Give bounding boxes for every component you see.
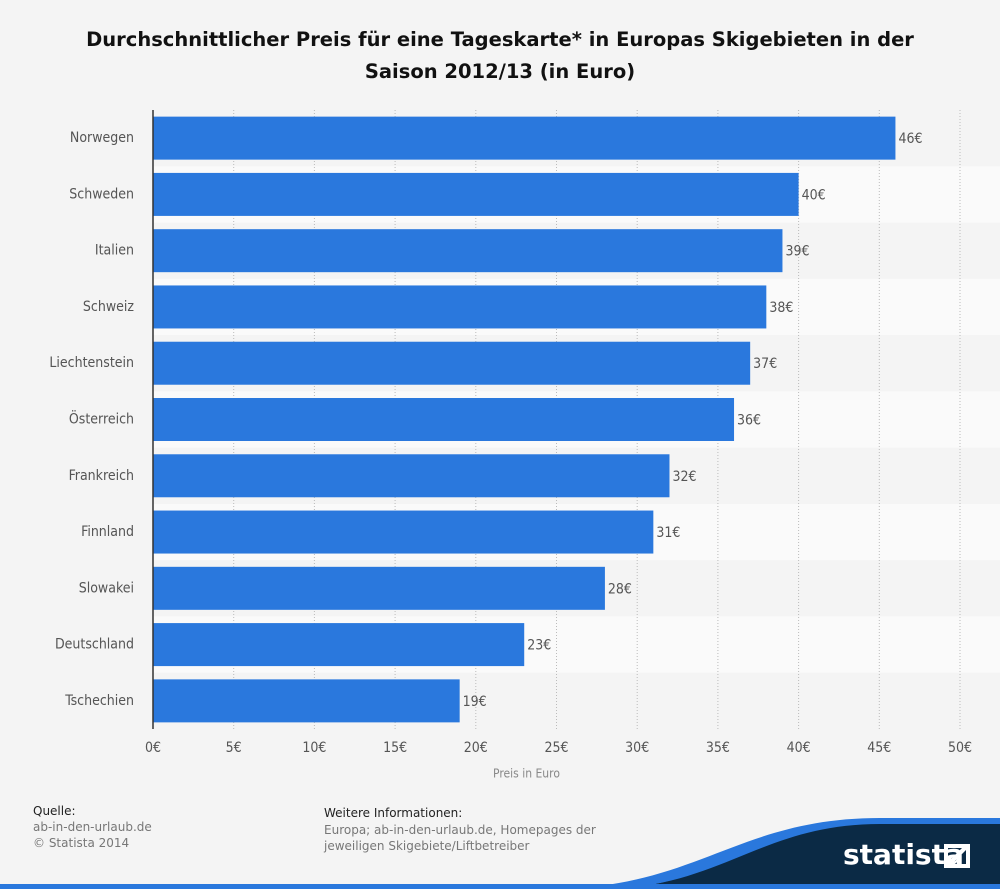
bar — [153, 341, 751, 385]
x-tick-label: 40€ — [787, 740, 811, 756]
value-label: 37€ — [753, 356, 777, 372]
value-label: 28€ — [608, 581, 632, 597]
value-label: 38€ — [769, 300, 793, 316]
x-tick-label: 35€ — [706, 740, 730, 756]
bar — [153, 229, 783, 273]
copyright: © Statista 2014 — [33, 836, 130, 850]
bar — [153, 510, 654, 554]
y-tick-label: Italien — [95, 243, 134, 259]
bar — [153, 623, 525, 667]
y-tick-label: Tschechien — [64, 693, 134, 709]
y-tick-label: Norwegen — [70, 130, 134, 146]
x-tick-label: 10€ — [302, 740, 326, 756]
bar — [153, 285, 767, 329]
bar — [153, 116, 896, 160]
bar — [153, 398, 735, 441]
value-label: 19€ — [463, 694, 487, 710]
info: Europa; ab-in-den-urlaub.de, Homepages d… — [324, 823, 596, 853]
bar — [153, 454, 670, 498]
source-label: Quelle: — [33, 804, 76, 818]
x-tick-label: 50€ — [948, 740, 972, 756]
y-tick-label: Frankreich — [69, 468, 134, 484]
value-label: 36€ — [737, 413, 761, 429]
value-label: 32€ — [672, 469, 696, 485]
y-tick-label: Finnland — [81, 524, 134, 540]
x-tick-label: 5€ — [226, 740, 242, 756]
plot: 0€ 5€ 10€ 15€ 20€ 25€ 30€ 35€ 40€ 45€ 50€ Preis in … — [49, 110, 1000, 781]
x-tick-label: 25€ — [544, 740, 568, 756]
bottom-line — [0, 884, 1000, 889]
x-tick-label: 15€ — [383, 740, 407, 756]
value-label: 31€ — [656, 525, 680, 541]
info-label: Weitere Informationen: — [324, 806, 463, 820]
y-tick-label: Deutschland — [55, 637, 134, 653]
x-tick-label: 30€ — [625, 740, 649, 756]
value-label: 40€ — [802, 187, 826, 203]
logo-bg — [600, 822, 1000, 889]
y-tick-label: Liechtenstein — [49, 355, 134, 371]
y-tick-label: Österreich — [69, 410, 134, 428]
logo-swoosh — [560, 818, 1000, 889]
y-tick-label: Schweden — [69, 186, 134, 202]
value-label: 46€ — [898, 131, 922, 147]
x-tick-label: 0€ — [145, 740, 161, 756]
chart-title: Durchschnittlicher Preis für eine Tagesk… — [86, 28, 914, 83]
value-label: 23€ — [527, 638, 551, 654]
x-axis-label: Preis in Euro — [493, 767, 560, 781]
value-label: 39€ — [785, 244, 809, 260]
bar — [153, 679, 460, 723]
y-tick-label: Schweiz — [83, 299, 134, 315]
bar — [153, 566, 605, 610]
logo-text: statista — [843, 838, 964, 871]
source: ab-in-den-urlaub.de — [33, 820, 152, 834]
x-tick-label: 45€ — [867, 740, 891, 756]
bar — [153, 172, 799, 216]
x-tick-label: 20€ — [464, 740, 488, 756]
logo-icon — [944, 844, 970, 868]
y-tick-label: Slowakei — [79, 580, 134, 596]
